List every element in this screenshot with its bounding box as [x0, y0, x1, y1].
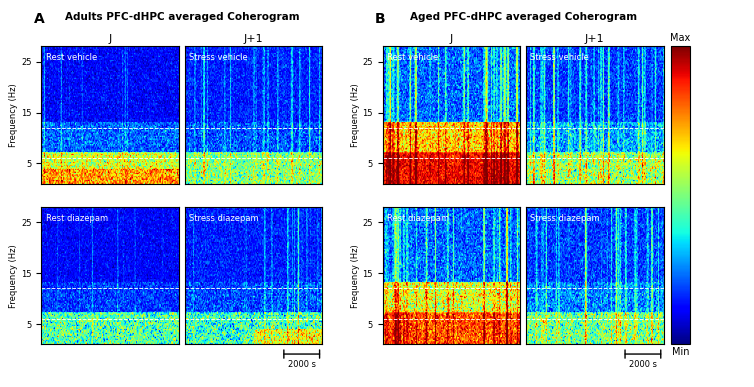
Text: 2000 s: 2000 s: [288, 360, 316, 368]
Title: J: J: [449, 34, 453, 44]
Text: Max: Max: [670, 33, 691, 43]
Text: B: B: [375, 12, 386, 26]
Text: Stress diazepam: Stress diazepam: [530, 214, 600, 223]
Title: J: J: [109, 34, 112, 44]
Title: J+1: J+1: [585, 34, 605, 44]
Text: Rest diazepam: Rest diazepam: [45, 214, 108, 223]
Text: Stress diazepam: Stress diazepam: [189, 214, 259, 223]
Text: Rest vehicle: Rest vehicle: [387, 53, 438, 62]
Text: Stress vehicle: Stress vehicle: [530, 53, 589, 62]
Text: A: A: [34, 12, 44, 26]
Y-axis label: Frequency (Hz): Frequency (Hz): [10, 244, 18, 308]
Text: Aged PFC-dHPC averaged Coherogram: Aged PFC-dHPC averaged Coherogram: [409, 12, 636, 22]
Text: Rest diazepam: Rest diazepam: [387, 214, 449, 223]
Title: J+1: J+1: [244, 34, 263, 44]
Text: Adults PFC-dHPC averaged Coherogram: Adults PFC-dHPC averaged Coherogram: [65, 12, 299, 22]
Y-axis label: Frequency (Hz): Frequency (Hz): [351, 244, 360, 308]
Y-axis label: Frequency (Hz): Frequency (Hz): [351, 83, 360, 147]
Y-axis label: Frequency (Hz): Frequency (Hz): [10, 83, 18, 147]
Text: Stress vehicle: Stress vehicle: [189, 53, 248, 62]
Text: Rest vehicle: Rest vehicle: [45, 53, 97, 62]
Text: 2000 s: 2000 s: [629, 360, 657, 368]
Text: Min: Min: [672, 348, 689, 358]
